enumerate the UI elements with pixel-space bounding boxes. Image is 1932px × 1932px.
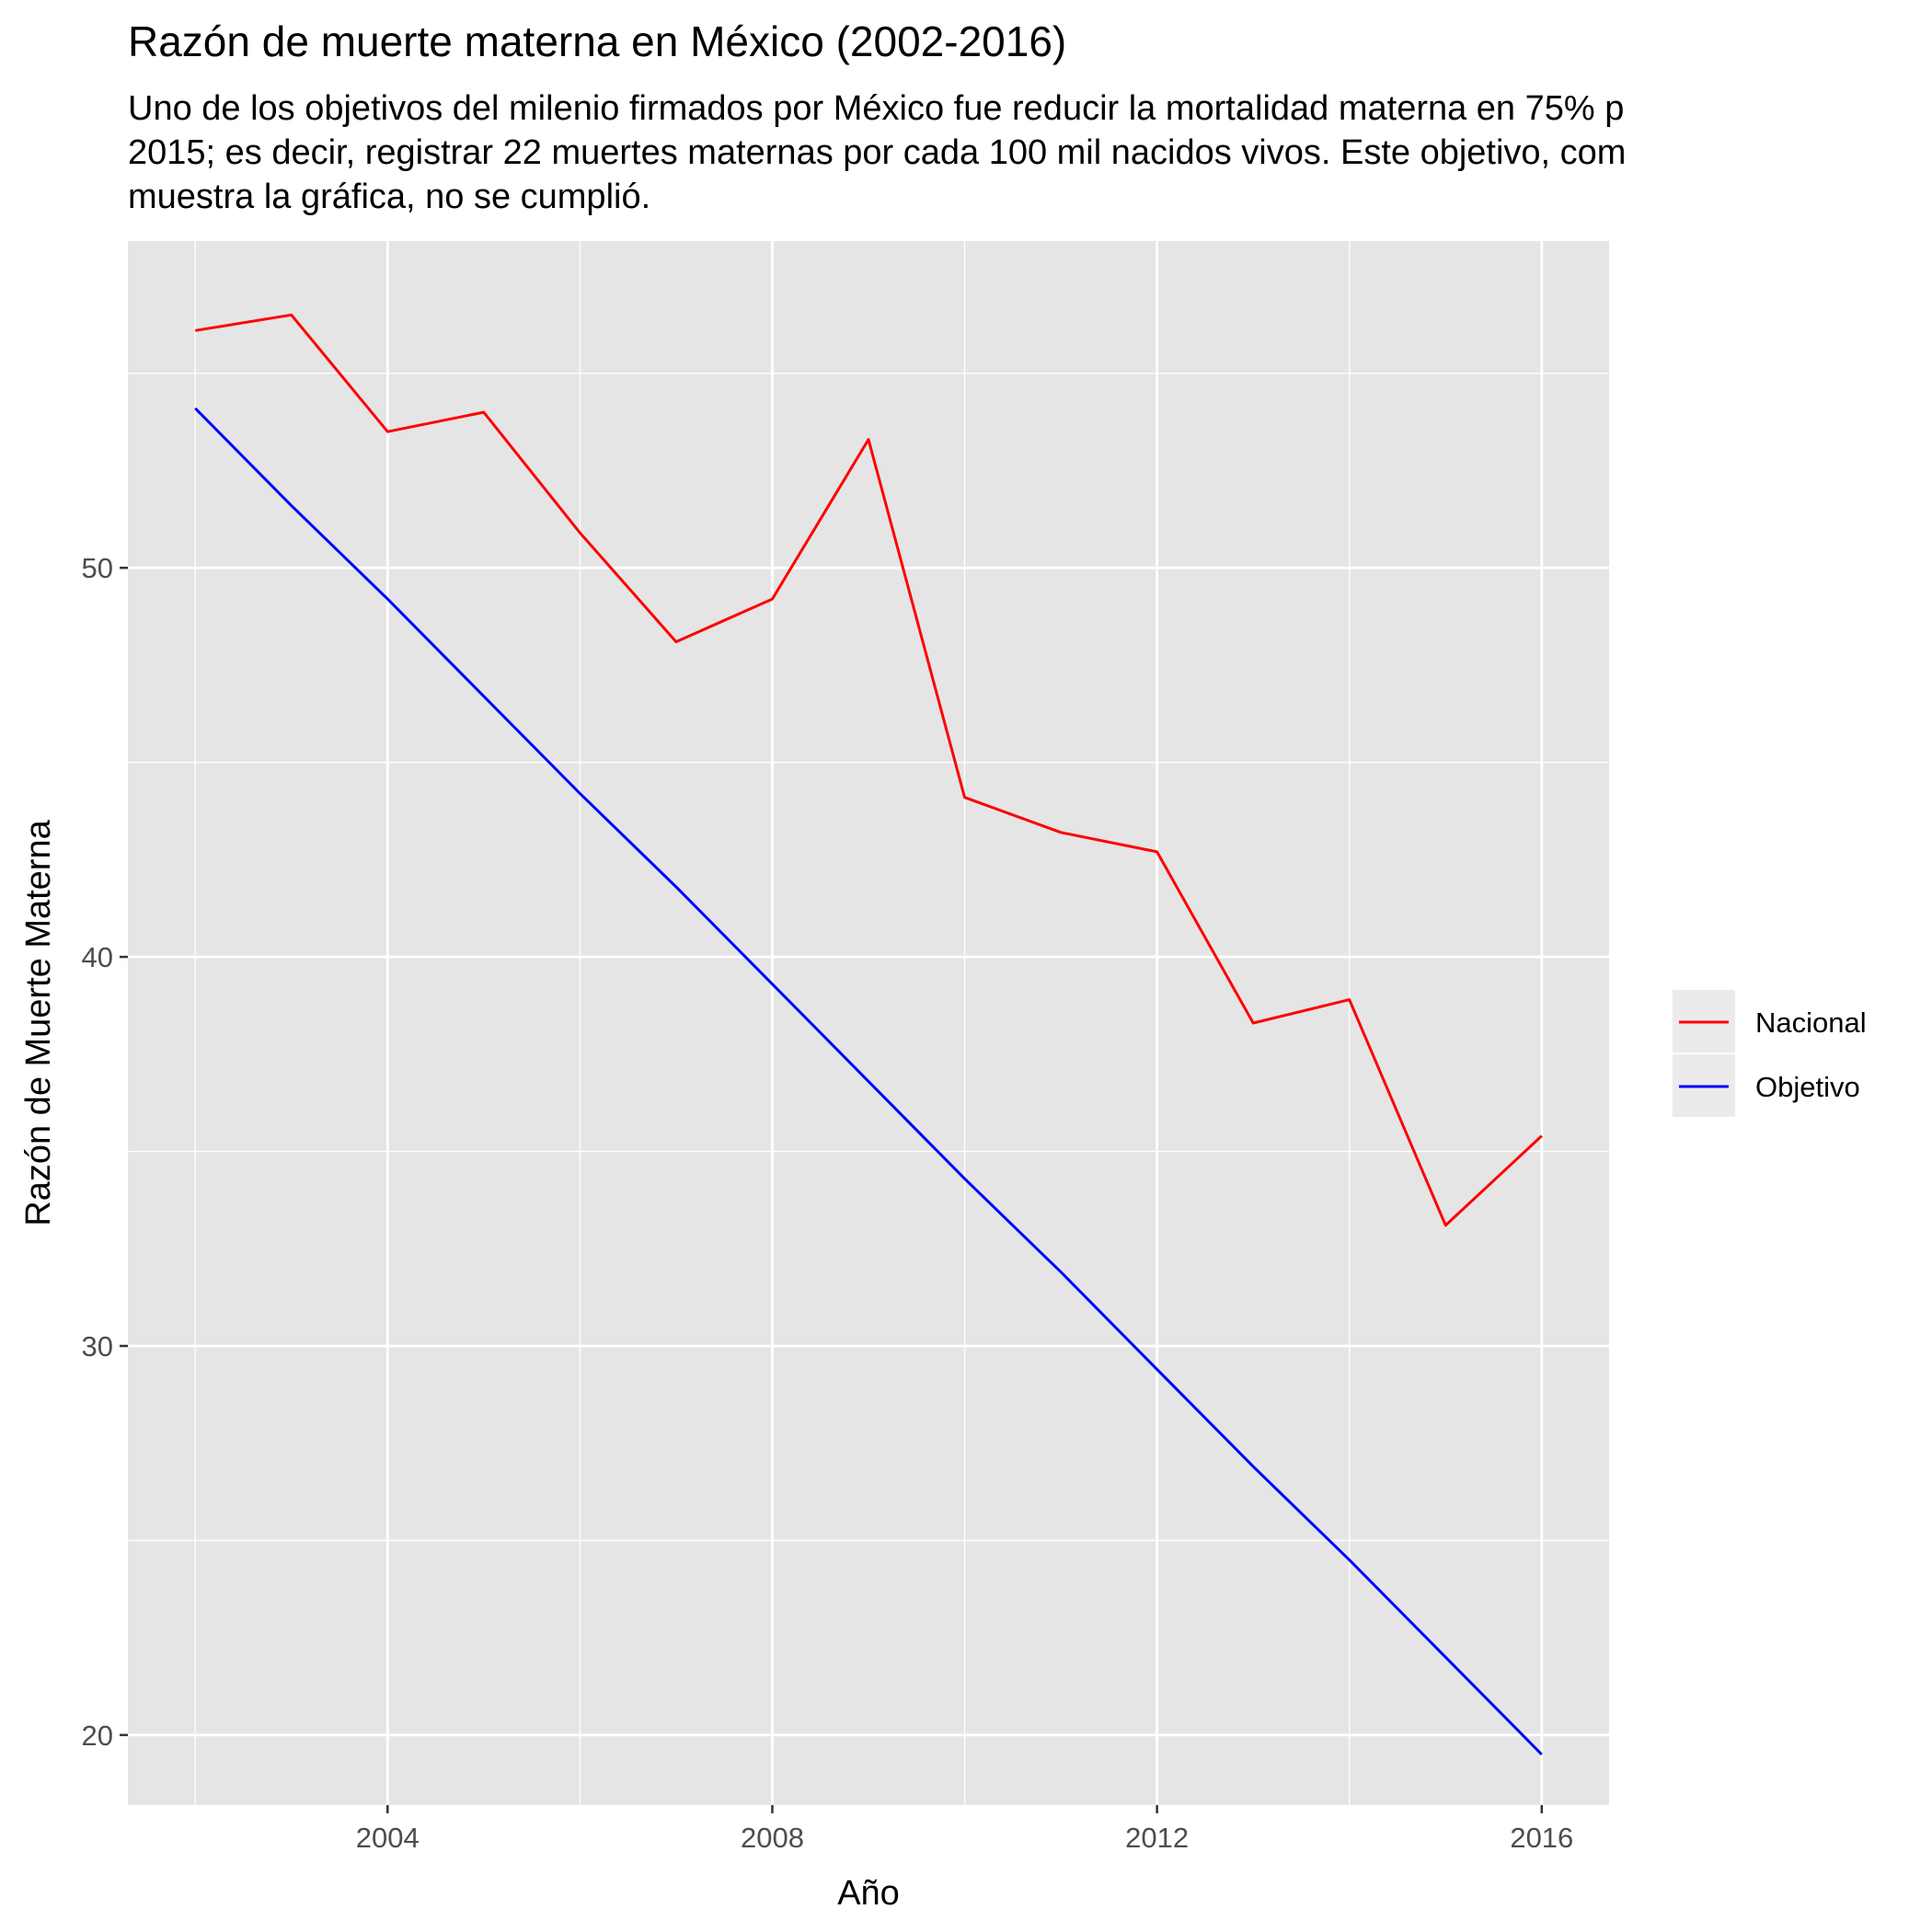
x-tick-label: 2008 xyxy=(741,1822,804,1854)
y-axis-title: Razón de Muerte Materna xyxy=(19,819,58,1225)
chart-title: Razón de muerte materna en México (2002-… xyxy=(128,17,1066,65)
x-tick-label: 2012 xyxy=(1125,1822,1189,1854)
legend: Nacional Objetivo xyxy=(1673,990,1867,1117)
chart-subtitle-line-1: Uno de los objetivos del milenio firmado… xyxy=(128,89,1624,128)
y-tick-label: 30 xyxy=(82,1330,113,1363)
plot-background xyxy=(128,241,1609,1805)
axes: 2004 2008 2012 2016 20 30 40 50 xyxy=(82,552,1574,1854)
legend-label-objetivo: Objetivo xyxy=(1755,1071,1860,1103)
y-tick-label: 20 xyxy=(82,1719,113,1752)
x-axis-title: Año xyxy=(837,1874,900,1913)
y-tick-label: 50 xyxy=(82,552,113,584)
legend-label-nacional: Nacional xyxy=(1755,1006,1867,1039)
grid-minor-lines xyxy=(128,241,1609,1805)
y-tick-label: 40 xyxy=(82,941,113,973)
series-line-objetivo xyxy=(194,407,1543,1756)
x-tick-label: 2016 xyxy=(1510,1822,1573,1854)
grid-major-lines xyxy=(128,241,1609,1805)
series-line-nacional xyxy=(194,313,1543,1227)
chart-subtitle-line-2: 2015; es decir, registrar 22 muertes mat… xyxy=(128,133,1626,172)
x-tick-label: 2004 xyxy=(356,1822,420,1854)
series-lines xyxy=(194,313,1543,1756)
chart-subtitle-line-3: muestra la gráfica, no se cumplió. xyxy=(128,178,650,216)
